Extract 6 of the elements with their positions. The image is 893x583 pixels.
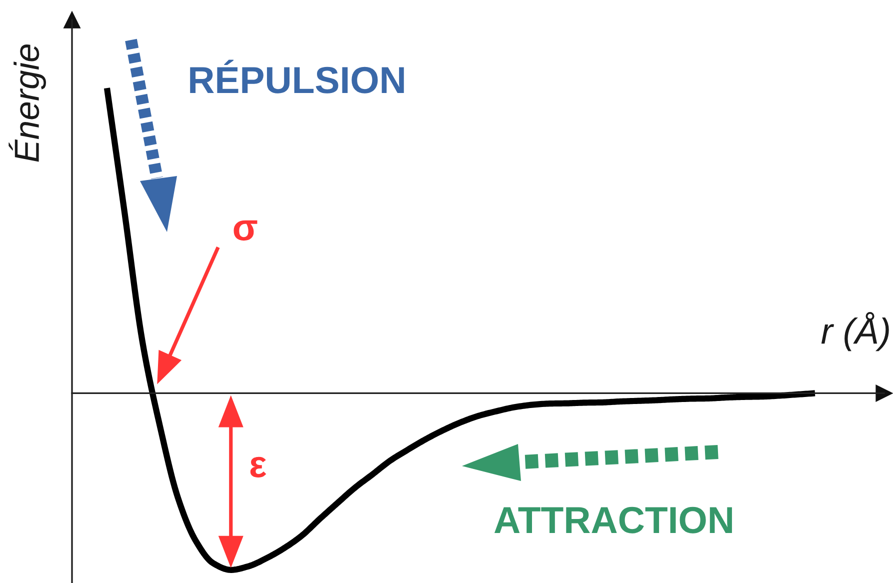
annotation: ATTRACTION — [494, 506, 732, 534]
annotation: ε — [250, 456, 266, 478]
y-axis-title: Énergie — [8, 44, 46, 162]
x-axis-title: r (Å) — [821, 312, 889, 352]
annotation: RÉPULSION — [190, 60, 404, 94]
annotation: σ — [234, 220, 258, 241]
